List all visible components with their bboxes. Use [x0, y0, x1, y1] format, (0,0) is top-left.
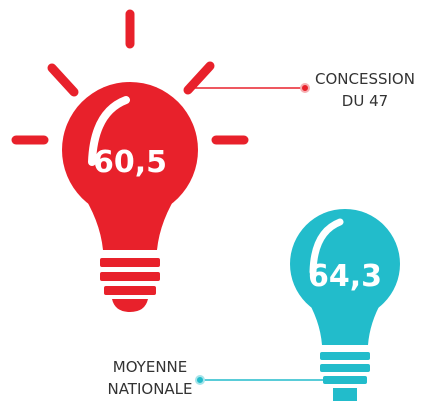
red-bulb — [62, 82, 198, 312]
rays — [11, 9, 249, 145]
dot — [195, 375, 205, 385]
value: 60,5 — [93, 145, 167, 180]
label: MOYENNE — [113, 358, 188, 376]
teal-bulb — [290, 209, 400, 401]
label: DU 47 — [342, 92, 388, 110]
label: NATIONALE — [107, 380, 192, 398]
label: CONCESSION — [315, 70, 415, 88]
dot — [300, 83, 310, 93]
value: 64,3 — [308, 259, 382, 294]
